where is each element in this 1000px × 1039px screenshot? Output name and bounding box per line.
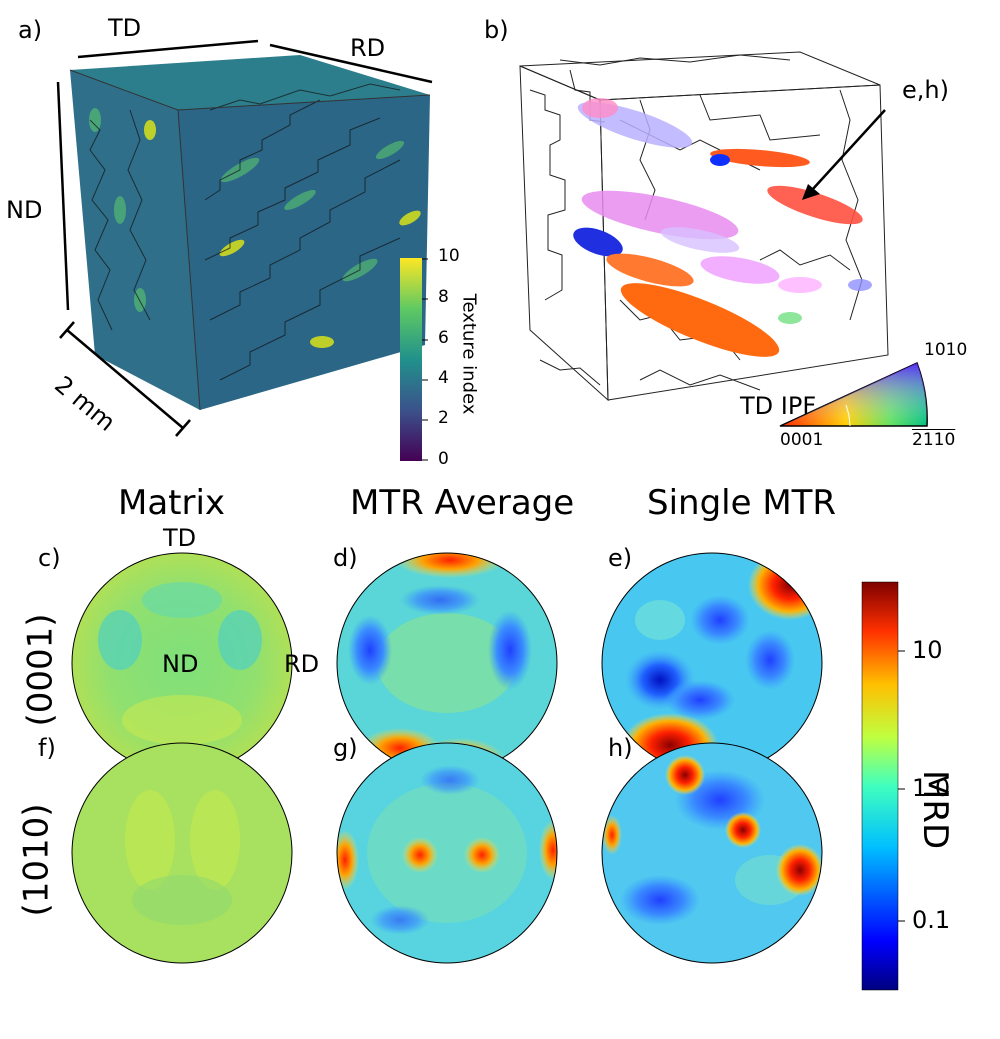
texture-colorbar-ticks	[422, 258, 428, 461]
mrd-tick-1: 1.0	[912, 774, 951, 802]
column-title-mtr-average: MTR Average	[350, 483, 575, 523]
panel-f-label: f)	[38, 734, 56, 762]
panel-c-label: c)	[38, 544, 61, 572]
axis-rd-label: RD	[350, 34, 386, 62]
mrd-colorbar	[861, 581, 899, 991]
panel-g-label: g)	[333, 734, 358, 762]
panel-e-label: e)	[608, 544, 633, 572]
axis-td-label: TD	[108, 14, 142, 42]
panel-h-label: h)	[608, 734, 633, 762]
column-title-single-mtr: Single MTR	[647, 483, 837, 523]
pole-figure-f-outline	[71, 742, 293, 964]
pole-figure-e	[602, 553, 822, 773]
ipf-corner-1010: 1010	[924, 340, 968, 360]
pf-rd-label: RD	[284, 650, 320, 678]
panel-b-label: b)	[484, 16, 509, 44]
pole-figure-h-outline	[601, 742, 823, 964]
mrd-tick-10: 10	[912, 636, 943, 664]
mrd-tick-0-1: 0.1	[912, 906, 951, 934]
row-label-prism: (1010)	[16, 803, 57, 917]
texture-tick-4: 4	[438, 368, 449, 388]
texture-cube	[69, 55, 431, 411]
pole-figure-g	[337, 743, 557, 963]
texture-tick-6: 6	[438, 328, 449, 348]
pole-figure-c	[72, 553, 292, 773]
mrd-colorbar-title: MRD	[915, 770, 955, 850]
pf-nd-label: ND	[162, 650, 199, 678]
texture-colorbar	[400, 258, 422, 461]
arrow-label: e,h)	[902, 76, 949, 104]
row-label-basal: (0001)	[20, 613, 61, 727]
panel-a-label: a)	[18, 16, 43, 44]
panel-d-label: d)	[333, 544, 358, 572]
pole-figure-g-outline	[336, 742, 558, 964]
pf-td-label: TD	[163, 524, 197, 552]
texture-tick-8: 8	[438, 287, 449, 307]
ipf-triangle	[779, 361, 928, 427]
texture-tick-10: 10	[438, 246, 460, 266]
texture-tick-0: 0	[438, 449, 449, 469]
pole-figure-h	[602, 743, 822, 963]
pole-figure-d	[337, 553, 557, 773]
ipf-title: TD IPF	[740, 392, 817, 420]
column-title-matrix: Matrix	[118, 483, 226, 523]
axis-nd-label: ND	[6, 196, 43, 224]
ipf-corner-0001: 0001	[780, 430, 824, 450]
grain-cluster	[573, 98, 872, 357]
pole-figure-f	[72, 743, 292, 963]
texture-tick-2: 2	[438, 408, 449, 428]
arrow	[802, 109, 886, 200]
cube-axes	[56, 39, 433, 437]
texture-colorbar-title: Texture index	[458, 293, 480, 415]
ipf-corner-2110: 2110	[912, 430, 956, 450]
mrd-colorbar-ticks	[898, 650, 905, 922]
